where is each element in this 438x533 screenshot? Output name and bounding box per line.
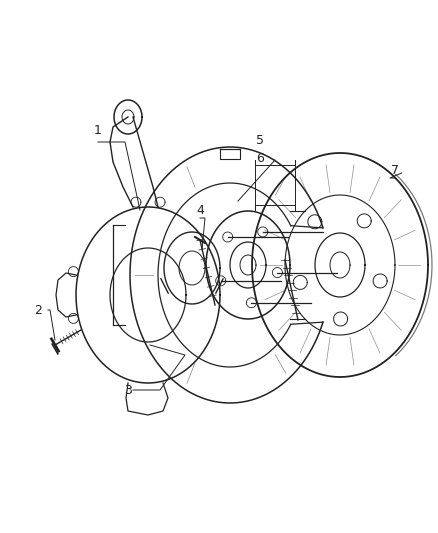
Text: 1: 1 bbox=[94, 124, 102, 136]
Text: 5: 5 bbox=[256, 133, 264, 147]
Text: 7: 7 bbox=[391, 164, 399, 176]
Text: 6: 6 bbox=[256, 151, 264, 165]
Text: 3: 3 bbox=[124, 384, 132, 397]
Text: 4: 4 bbox=[196, 204, 204, 216]
Text: 2: 2 bbox=[34, 303, 42, 317]
